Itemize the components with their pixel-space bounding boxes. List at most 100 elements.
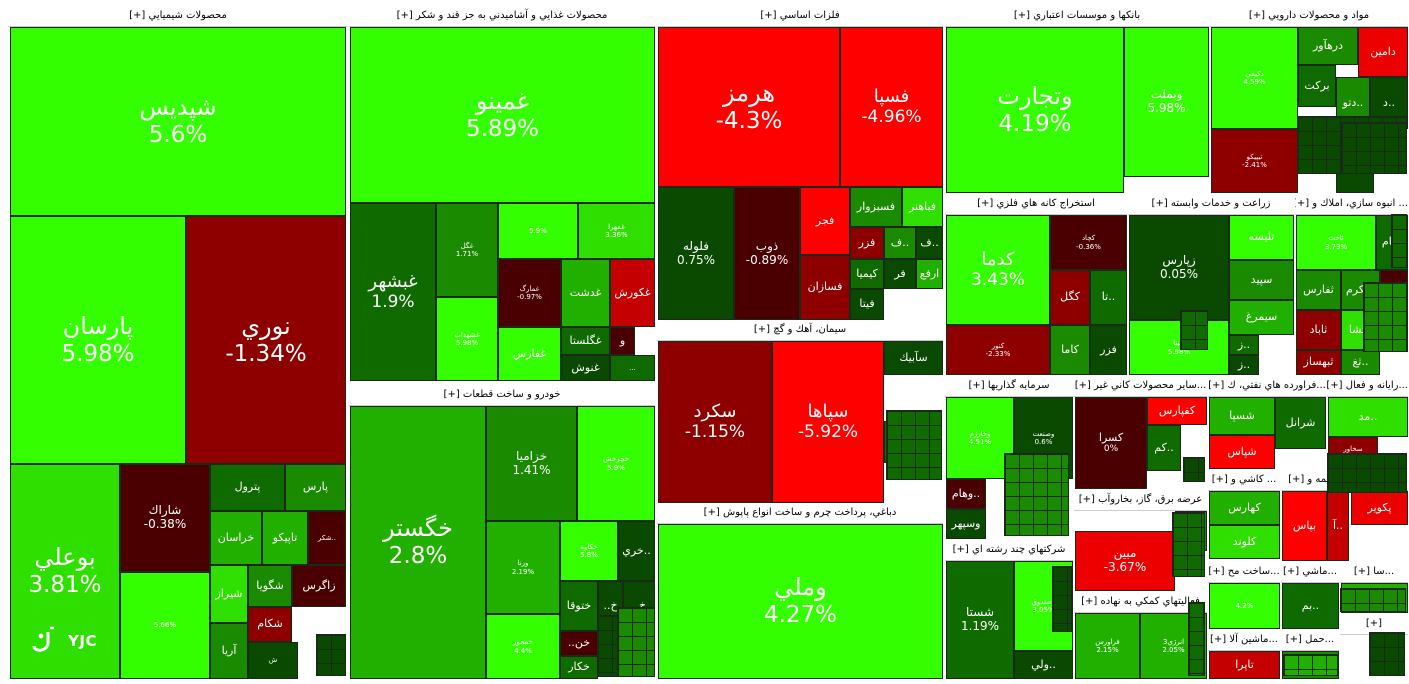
- stock-tile[interactable]: شستا 1.19%: [946, 561, 1014, 679]
- stock-tile[interactable]: غكورش: [610, 259, 655, 327]
- minor-stock-cell[interactable]: [886, 410, 942, 480]
- stock-tile[interactable]: كلوند: [1209, 525, 1280, 559]
- stock-tile[interactable]: پترول: [210, 464, 285, 511]
- sector-header-other2[interactable]: ...ماشي [+]: [1281, 562, 1339, 583]
- sector-header-mining[interactable]: استخراج كانه هاي فلزي [+]: [945, 194, 1127, 215]
- stock-tile[interactable]: غگلستا: [561, 327, 610, 355]
- stock-tile[interactable]: سپاها -5.92%: [772, 341, 884, 503]
- stock-tile[interactable]: ..تا: [1090, 270, 1127, 325]
- stock-tile[interactable]: شيراز: [210, 565, 248, 623]
- stock-tile[interactable]: فجر: [800, 187, 850, 255]
- minor-stock-cell[interactable]: [1363, 282, 1408, 352]
- stock-tile[interactable]: ثفارس: [1296, 270, 1341, 310]
- minor-stock-cell[interactable]: [1188, 602, 1205, 676]
- stock-tile[interactable]: غنوش: [561, 355, 610, 381]
- stock-tile[interactable]: شكام: [248, 607, 292, 642]
- minor-stock-cell[interactable]: [1340, 588, 1406, 612]
- stock-tile[interactable]: خكاوه 5.8%: [560, 521, 618, 581]
- stock-tile[interactable]: ..ز: [1229, 355, 1259, 375]
- stock-tile[interactable]: دكيمي 4.59%: [1211, 27, 1298, 129]
- stock-tile[interactable]: وملي 4.27%: [658, 524, 943, 679]
- stock-tile[interactable]: كگل: [1050, 270, 1090, 325]
- stock-tile[interactable]: ..ولي: [1014, 651, 1073, 679]
- stock-tile[interactable]: هرمز -4.3%: [658, 27, 840, 187]
- stock-tile[interactable]: خراسان: [210, 511, 262, 565]
- sector-header-nonmetal[interactable]: ...ساير محصولات كاني غير [+]: [1074, 376, 1207, 397]
- stock-tile[interactable]: ..كم: [1147, 425, 1181, 471]
- stock-tile[interactable]: 4.2%: [1209, 583, 1280, 629]
- stock-tile[interactable]: كنور -2.33%: [946, 325, 1050, 375]
- stock-tile[interactable]: كيميا: [850, 259, 884, 289]
- sector-header-food[interactable]: محصولات غذايي و آشاميدني به جز قند و شكر…: [349, 6, 655, 27]
- stock-tile[interactable]: ..شكر: [308, 511, 346, 565]
- stock-tile[interactable]: ..ف: [916, 227, 943, 259]
- stock-tile[interactable]: ورنا 2.19%: [486, 521, 560, 614]
- stock-tile[interactable]: شگويا: [248, 565, 292, 607]
- sector-header-multi[interactable]: شركتهاي چند رشته اي [+]: [945, 540, 1073, 561]
- stock-tile[interactable]: ..خري: [618, 521, 655, 581]
- stock-tile[interactable]: ..ثغ: [1341, 350, 1380, 375]
- stock-tile[interactable]: خمحور 4.4%: [486, 614, 560, 679]
- sector-header-other3[interactable]: ...سا [+]: [1340, 562, 1408, 583]
- stock-tile[interactable]: ..بم: [1282, 583, 1339, 629]
- minor-stock-cell[interactable]: [1327, 453, 1407, 493]
- stock-tile[interactable]: ثاخت 3.73%: [1296, 215, 1376, 270]
- stock-tile[interactable]: فسبزوار: [850, 187, 902, 227]
- minor-stock-cell[interactable]: [1004, 453, 1069, 536]
- stock-tile[interactable]: و: [610, 327, 635, 355]
- sector-header-agri[interactable]: زراعت و خدمات وابسته [+]: [1128, 194, 1294, 215]
- stock-tile[interactable]: فسپا -4.96%: [840, 27, 943, 187]
- sector-header-metal[interactable]: فلزات اساسي [+]: [657, 6, 943, 27]
- stock-tile[interactable]: فر: [884, 259, 916, 289]
- stock-tile[interactable]: وسپهر: [946, 509, 986, 539]
- stock-tile[interactable]: فزر: [850, 227, 884, 259]
- stock-tile[interactable]: خزاميا 1.41%: [486, 406, 577, 521]
- minor-stock-cell[interactable]: [1183, 457, 1205, 482]
- sector-header-bank[interactable]: بانكها و موسسات اعتباري [+]: [945, 6, 1209, 27]
- stock-tile[interactable]: غگل 1.71%: [436, 203, 498, 297]
- stock-tile[interactable]: پارس: [285, 464, 346, 511]
- minor-stock-cell[interactable]: [1172, 512, 1205, 577]
- stock-tile[interactable]: 5.66%: [120, 572, 210, 679]
- stock-tile[interactable]: غشهداب 5.98%: [436, 297, 498, 381]
- sector-header-pharma[interactable]: مواد و محصولات دارويي [+]: [1210, 6, 1408, 27]
- stock-tile[interactable]: زپارس 0.05%: [1129, 215, 1229, 320]
- stock-tile[interactable]: ...: [610, 355, 655, 381]
- stock-tile[interactable]: غمهرا 3.36%: [578, 203, 655, 259]
- stock-tile[interactable]: شپديس 5.6%: [10, 27, 346, 216]
- minor-stock-cell[interactable]: [1391, 214, 1407, 268]
- stock-tile[interactable]: فيتا: [850, 289, 884, 320]
- stock-tile[interactable]: سكرد -1.15%: [658, 341, 772, 503]
- stock-tile[interactable]: كسرا 0%: [1075, 397, 1147, 489]
- stock-tile[interactable]: بركت: [1298, 65, 1336, 107]
- minor-stock-cell[interactable]: [1052, 566, 1072, 632]
- stock-tile[interactable]: كاما: [1050, 325, 1090, 375]
- stock-tile[interactable]: وبملت 5.98%: [1124, 27, 1209, 177]
- sector-header-chem[interactable]: محصولات شيميايي [+]: [8, 6, 348, 27]
- stock-tile[interactable]: ..ف: [884, 227, 916, 259]
- stock-tile[interactable]: ذوب -0.89%: [734, 187, 800, 320]
- stock-tile[interactable]: بپاس: [1282, 491, 1327, 561]
- stock-tile[interactable]: كچاد -0.36%: [1050, 215, 1127, 270]
- stock-tile[interactable]: تاپرا: [1209, 651, 1280, 679]
- stock-tile[interactable]: ثبهساز: [1296, 350, 1341, 375]
- sector-header-machine[interactable]: ...ماشين آلا [+]: [1208, 630, 1280, 651]
- stock-tile[interactable]: پارسان 5.98%: [10, 216, 186, 464]
- stock-tile[interactable]: ..مد: [1328, 397, 1408, 437]
- stock-tile[interactable]: ثاباد: [1296, 310, 1341, 350]
- stock-tile[interactable]: سآبيك: [884, 341, 943, 375]
- stock-tile[interactable]: وتجارت 4.19%: [946, 27, 1124, 193]
- stock-tile[interactable]: غبشهر 1.9%: [350, 203, 436, 381]
- stock-tile[interactable]: غدشت: [561, 259, 610, 327]
- stock-tile[interactable]: فزر: [1090, 325, 1127, 375]
- minor-stock-cell[interactable]: [1369, 632, 1405, 676]
- sector-header-transport[interactable]: ...حمل [+]: [1281, 630, 1339, 651]
- stock-tile[interactable]: سپيد: [1229, 260, 1294, 300]
- stock-tile[interactable]: كهارس: [1209, 491, 1280, 525]
- stock-tile[interactable]: غمارگ -0.97%: [498, 259, 561, 327]
- stock-tile[interactable]: وخارزم 4.51%: [946, 397, 1014, 479]
- stock-tile[interactable]: خكار: [560, 656, 598, 679]
- stock-tile[interactable]: خگستر 2.8%: [350, 406, 486, 679]
- stock-tile[interactable]: پكوير: [1351, 491, 1408, 525]
- minor-stock-cell[interactable]: [617, 607, 655, 677]
